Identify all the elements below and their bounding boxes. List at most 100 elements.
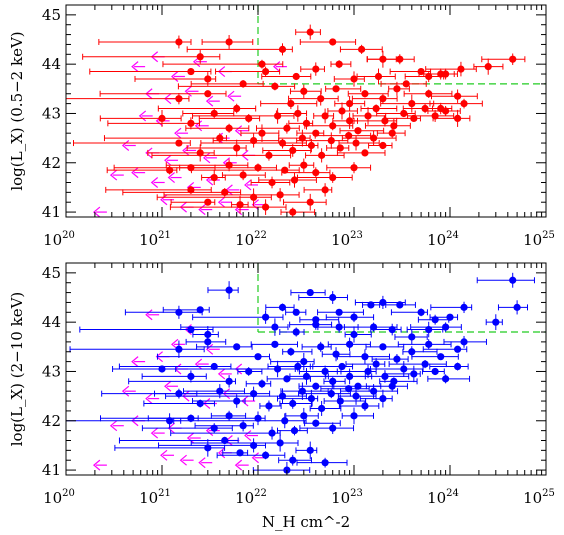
x-tick-label: 1025 <box>523 230 555 249</box>
data-marker <box>327 390 335 398</box>
data-point <box>325 85 362 93</box>
upper-limit-head <box>186 432 195 444</box>
x-tick-label-exponent: 22 <box>254 488 267 499</box>
data-marker <box>210 424 218 432</box>
data-marker <box>350 330 358 339</box>
data-point <box>337 387 377 405</box>
data-marker <box>225 38 233 46</box>
data-marker <box>321 367 329 376</box>
data-marker <box>204 330 212 339</box>
data-marker <box>287 100 295 108</box>
data-marker <box>437 353 445 361</box>
data-point <box>430 301 473 314</box>
data-marker <box>258 129 266 137</box>
data-point <box>222 449 249 457</box>
data-marker <box>402 80 410 88</box>
data-marker <box>332 85 340 93</box>
data-marker <box>312 65 320 73</box>
data-point <box>196 343 253 351</box>
data-point <box>394 329 428 345</box>
data-point <box>327 337 371 352</box>
data-marker <box>307 141 316 150</box>
data-point <box>376 127 406 139</box>
data-point <box>186 43 293 56</box>
upper-limit-arrow <box>131 61 146 73</box>
data-marker <box>187 119 195 127</box>
data-point <box>163 188 300 202</box>
data-point <box>360 104 398 113</box>
upper-limit-head <box>145 147 153 159</box>
y-axis-title: log(L_X) (0.5−2 keV) <box>8 31 26 190</box>
data-marker <box>239 422 247 430</box>
top-panel-soft-band: 1020 1021 1022 1023 1024 10254142434445log(L_… <box>8 4 555 249</box>
data-marker <box>265 402 273 410</box>
data-point <box>170 198 216 206</box>
data-point <box>157 103 257 114</box>
data-marker <box>196 399 204 408</box>
data-point <box>245 379 272 389</box>
data-point <box>356 68 396 85</box>
data-point <box>288 117 314 130</box>
x-tick-label: 1021 <box>139 488 171 507</box>
data-point <box>359 389 393 408</box>
data-marker <box>329 122 337 130</box>
upper-limit-head <box>244 179 252 191</box>
data-point <box>158 438 267 453</box>
data-point <box>99 90 227 98</box>
data-marker <box>262 203 270 211</box>
x-tick-label-base: 10 <box>331 231 350 249</box>
data-point <box>207 281 239 300</box>
data-point <box>300 62 325 76</box>
data-marker <box>460 100 468 108</box>
data-marker <box>425 325 433 334</box>
data-point <box>216 451 286 460</box>
data-marker <box>431 367 439 376</box>
data-marker <box>221 188 229 196</box>
data-marker <box>175 38 183 46</box>
data-point <box>99 109 182 127</box>
plot-area <box>66 263 546 475</box>
data-marker <box>372 104 380 113</box>
data-marker <box>276 439 284 447</box>
data-point <box>365 380 408 392</box>
data-point <box>201 35 254 49</box>
data-point <box>278 129 311 147</box>
data-point <box>406 321 444 338</box>
data-marker <box>329 293 337 302</box>
data-marker <box>306 198 314 206</box>
data-point <box>430 89 478 103</box>
data-point <box>267 361 314 372</box>
data-point <box>388 359 447 369</box>
data-point <box>485 314 503 331</box>
data-marker <box>307 394 316 403</box>
data-point <box>325 312 375 323</box>
data-point <box>432 109 471 127</box>
data-point <box>103 133 227 144</box>
upper-limit-arrow <box>227 90 242 102</box>
data-marker <box>408 333 416 341</box>
data-marker <box>302 372 311 380</box>
data-point <box>154 386 271 401</box>
x-tick-label: 1023 <box>331 230 363 249</box>
data-point <box>326 144 350 152</box>
data-point <box>277 425 308 436</box>
x-tick-label-base: 10 <box>43 231 62 249</box>
y-axis-title: log(L_X) (2−10 keV) <box>8 292 26 447</box>
upper-limit-head <box>217 447 226 459</box>
data-marker <box>321 186 329 194</box>
data-point <box>326 162 372 174</box>
x-tick-label-exponent: 20 <box>62 488 75 499</box>
upper-limit-head <box>234 125 243 137</box>
data-point <box>336 149 386 157</box>
upper-limit-head <box>150 177 159 188</box>
y-tick-label: 41 <box>42 203 61 221</box>
y-tick-label: 42 <box>42 154 61 172</box>
upper-limit-head <box>131 167 139 179</box>
data-point <box>118 362 232 371</box>
upper-limit-head <box>217 196 226 208</box>
data-point <box>368 141 393 150</box>
upper-limit-head <box>174 127 182 139</box>
data-point <box>476 272 535 288</box>
data-marker <box>410 370 418 378</box>
